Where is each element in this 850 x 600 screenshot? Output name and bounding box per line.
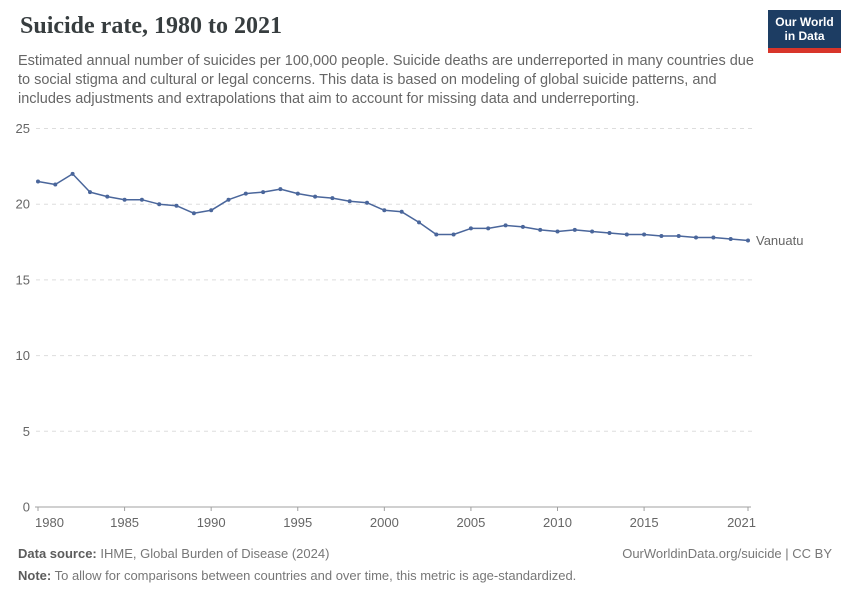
data-point-marker bbox=[53, 182, 58, 187]
data-point-marker bbox=[157, 202, 162, 207]
svg-text:2000: 2000 bbox=[370, 515, 399, 530]
svg-text:1985: 1985 bbox=[110, 515, 139, 530]
chart-gridlines bbox=[36, 128, 753, 432]
svg-text:0: 0 bbox=[23, 500, 30, 515]
y-axis-tick-labels: 0 5 10 15 20 25 bbox=[16, 121, 30, 515]
data-point-marker bbox=[36, 179, 40, 184]
svg-text:20: 20 bbox=[16, 197, 30, 212]
data-point-marker bbox=[295, 191, 300, 196]
svg-text:2021: 2021 bbox=[727, 515, 756, 530]
data-point-marker bbox=[417, 220, 421, 225]
svg-text:1995: 1995 bbox=[283, 515, 312, 530]
series-entity-label: Vanuatu bbox=[756, 233, 803, 248]
data-point-marker bbox=[399, 209, 404, 214]
data-point-marker bbox=[642, 232, 647, 237]
owid-logo-line2: in Data bbox=[784, 29, 825, 43]
svg-text:1990: 1990 bbox=[197, 515, 226, 530]
data-source-text: Data source: IHME, Global Burden of Dise… bbox=[18, 546, 329, 561]
data-point-marker bbox=[139, 197, 144, 202]
data-point-marker bbox=[746, 238, 750, 243]
data-point-marker bbox=[520, 224, 525, 229]
chart-footer: Data source: IHME, Global Burden of Dise… bbox=[18, 546, 832, 583]
data-point-marker bbox=[209, 208, 214, 213]
rights-link[interactable]: OurWorldinData.org/suicide | CC BY bbox=[622, 546, 832, 561]
data-point-marker bbox=[503, 223, 508, 228]
svg-text:25: 25 bbox=[16, 121, 30, 136]
svg-text:15: 15 bbox=[16, 272, 30, 287]
svg-text:10: 10 bbox=[16, 348, 30, 363]
series-polyline bbox=[37, 173, 749, 242]
data-point-marker bbox=[676, 234, 681, 238]
data-point-marker bbox=[607, 231, 612, 235]
data-point-marker bbox=[174, 203, 179, 208]
data-source-value: IHME, Global Burden of Disease (2024) bbox=[96, 546, 330, 561]
note-text: Note: To allow for comparisons between c… bbox=[18, 568, 576, 583]
chart-subtitle: Estimated annual number of suicides per … bbox=[18, 53, 754, 107]
data-point-marker bbox=[711, 235, 716, 240]
data-source-label: Data source: bbox=[18, 546, 97, 561]
note-value: To allow for comparisons between countri… bbox=[51, 568, 577, 583]
data-point-marker bbox=[451, 232, 456, 237]
x-axis-tick-labels: 1980 1985 1990 1995 2000 2005 2010 2015 2021 bbox=[35, 515, 756, 530]
owid-logo[interactable]: Our World in Data bbox=[768, 10, 841, 53]
data-point-marker bbox=[243, 191, 248, 196]
data-point-marker bbox=[226, 197, 231, 202]
data-point-marker bbox=[105, 194, 110, 199]
data-point-marker bbox=[572, 227, 577, 232]
line-chart: 0 5 10 15 20 25 1980 1985 1990 1995 2000 2005 2010 2… bbox=[16, 121, 804, 530]
data-point-marker bbox=[434, 232, 439, 237]
page-title: Suicide rate, 1980 to 2021 bbox=[20, 13, 282, 39]
data-point-marker bbox=[486, 226, 491, 231]
data-point-marker bbox=[313, 194, 318, 199]
x-axis bbox=[35, 506, 751, 511]
data-point-marker bbox=[382, 208, 387, 213]
data-point-marker bbox=[659, 234, 664, 238]
data-point-marker bbox=[365, 200, 369, 205]
data-point-marker bbox=[555, 229, 560, 234]
data-point-marker bbox=[278, 187, 283, 192]
data-point-marker bbox=[468, 226, 473, 231]
svg-text:1980: 1980 bbox=[35, 515, 64, 530]
data-point-marker bbox=[88, 190, 92, 195]
data-point-marker bbox=[694, 235, 698, 240]
data-point-marker bbox=[122, 197, 127, 202]
data-point-marker bbox=[70, 171, 75, 176]
svg-text:5: 5 bbox=[23, 424, 30, 439]
svg-text:2015: 2015 bbox=[630, 515, 659, 530]
entity-label: Vanuatu bbox=[756, 233, 803, 248]
data-point-marker bbox=[330, 196, 335, 201]
data-point-marker bbox=[261, 190, 266, 195]
data-point-marker bbox=[624, 232, 629, 237]
data-point-marker bbox=[191, 211, 196, 216]
note-label: Note: bbox=[18, 568, 52, 583]
data-point-marker bbox=[728, 237, 733, 241]
svg-text:2010: 2010 bbox=[543, 515, 572, 530]
owid-logo-line1: Our World bbox=[775, 15, 834, 29]
data-point-marker bbox=[590, 229, 595, 234]
data-series-line[interactable] bbox=[36, 171, 750, 243]
svg-text:2005: 2005 bbox=[456, 515, 485, 530]
data-point-marker bbox=[347, 199, 352, 204]
data-point-marker bbox=[538, 227, 543, 232]
